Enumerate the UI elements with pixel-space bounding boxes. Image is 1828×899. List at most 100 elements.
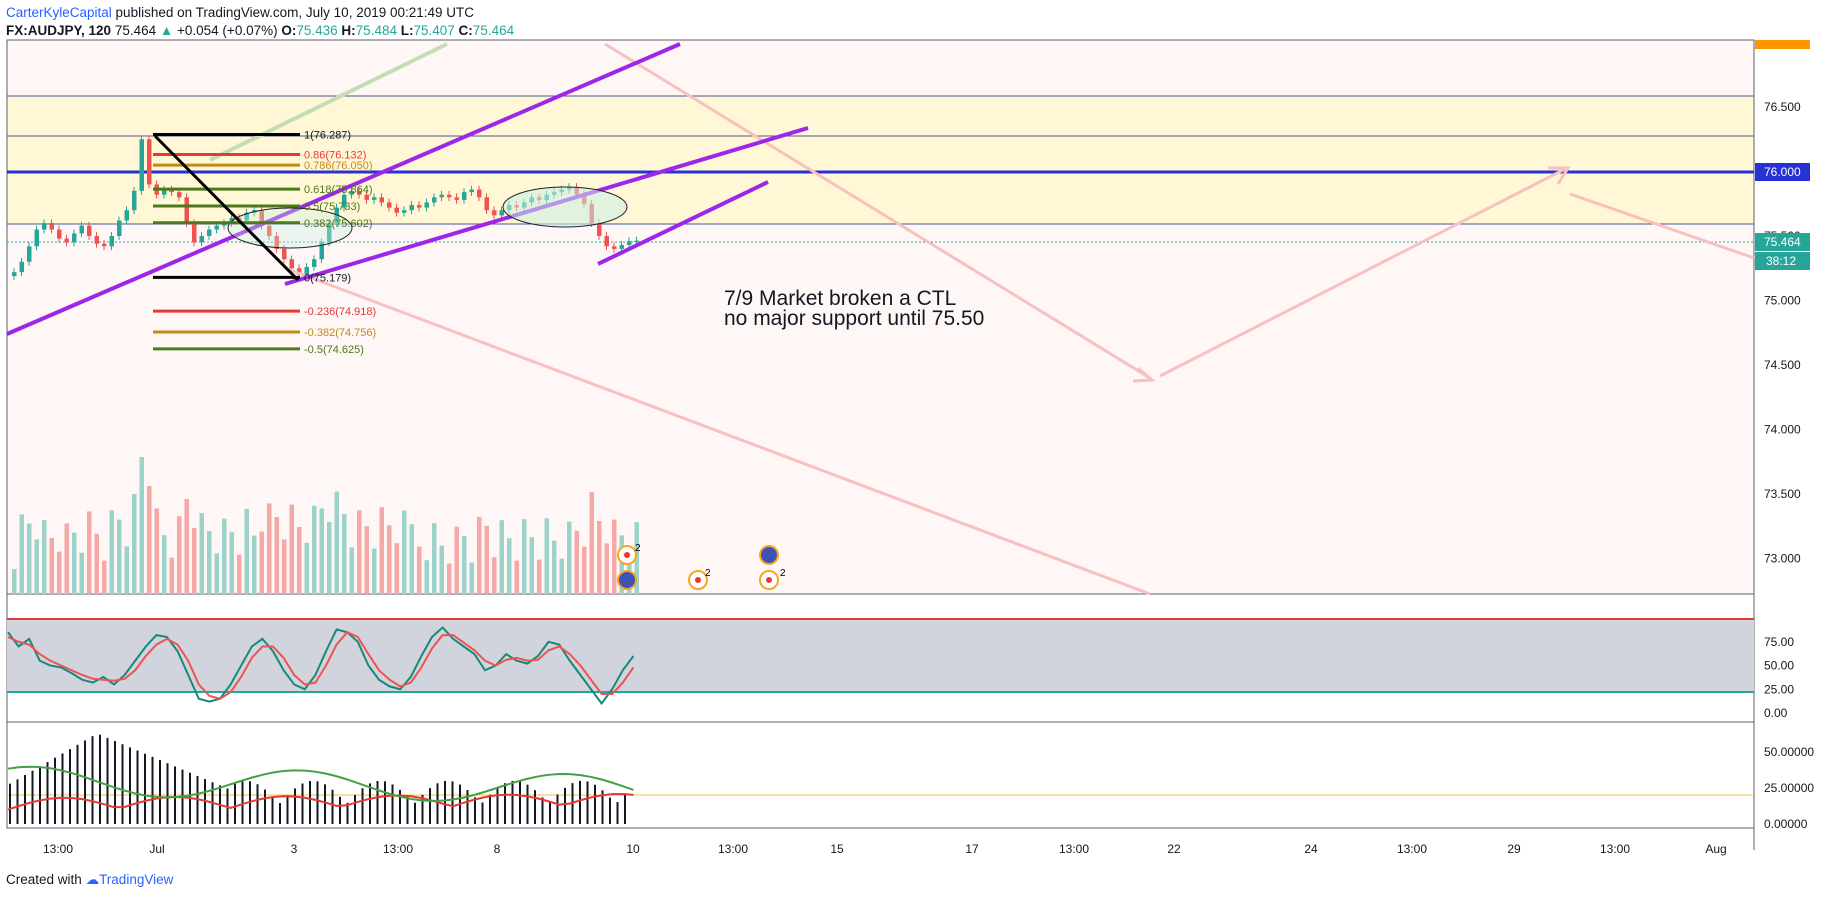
arrow-up-head-icon <box>1548 166 1571 185</box>
candle <box>604 236 609 247</box>
new-channel-line[interactable] <box>597 180 769 266</box>
created-with-text: Created with <box>6 872 82 887</box>
volume-bar <box>634 522 639 594</box>
candle <box>267 225 272 236</box>
pink-arrow-up[interactable] <box>1159 166 1568 378</box>
volume-bar <box>199 513 204 594</box>
candle <box>274 236 279 249</box>
level-price-tag <box>1755 163 1810 181</box>
pink-trend-down[interactable] <box>604 42 1151 380</box>
time-tick-label: 8 <box>494 842 501 856</box>
channel-upper-line[interactable] <box>6 42 681 336</box>
volume-bar <box>499 520 504 594</box>
volume-bar <box>544 518 549 594</box>
flag-au-icon[interactable] <box>617 570 637 590</box>
tradingview-link[interactable]: TradingView <box>99 872 174 887</box>
pink-trend-right[interactable] <box>1569 192 1755 260</box>
volume-bar <box>12 569 17 594</box>
annotation-line-2[interactable]: no major support until 75.50 <box>724 307 984 330</box>
event-badge-count: 2 <box>780 568 786 579</box>
volume-bar <box>424 560 429 594</box>
candle <box>12 272 17 276</box>
volume-bar <box>124 546 129 594</box>
volume-bar <box>109 510 114 594</box>
fib-level-label: 0.786(76.050) <box>304 160 373 172</box>
stoch-tick-label: 50.00 <box>1764 659 1794 673</box>
volume-bar <box>169 557 174 594</box>
candle <box>597 223 602 236</box>
event-badges: 2 2 2 <box>617 543 786 590</box>
fib-level-label: -0.382(74.756) <box>304 327 376 339</box>
candle <box>627 241 632 246</box>
candle <box>364 194 369 200</box>
fib-level-label: -0.236(74.918) <box>304 306 376 318</box>
time-tick-label: 13:00 <box>43 842 73 856</box>
volume-bar <box>259 531 264 594</box>
volume-bar <box>582 546 587 594</box>
volume-bar <box>312 505 317 594</box>
ohlc-line: FX:AUDJPY, 120 75.464 ▲ +0.054 (+0.07%) … <box>6 22 514 40</box>
volume-bar <box>394 543 399 594</box>
volume-bar <box>102 560 107 594</box>
volume-bar <box>559 558 564 594</box>
pink-trend-lower[interactable] <box>284 266 1151 596</box>
arrow-down-head-icon <box>1132 366 1156 383</box>
fib-level-label: 0.618(75.864) <box>304 184 373 196</box>
candle <box>342 194 347 208</box>
volume-bar <box>87 511 92 594</box>
volume-bar <box>612 519 617 594</box>
candle <box>259 210 264 226</box>
last-price-tag-text: 75.464 <box>1764 235 1801 249</box>
open-value: 75.436 <box>296 23 338 38</box>
volume-bar <box>462 535 467 594</box>
author-link[interactable]: CarterKyleCapital <box>6 5 112 20</box>
time-tick-label: 13:00 <box>718 842 748 856</box>
volume-bar <box>237 554 242 594</box>
price-change: +0.054 (+0.07%) <box>177 23 278 38</box>
stoch-tick-label: 75.00 <box>1764 635 1794 649</box>
candle <box>439 194 444 198</box>
volume-bars <box>12 457 639 594</box>
volume-bar <box>162 535 167 594</box>
annotation-line-1[interactable]: 7/9 Market broken a CTL <box>724 287 956 310</box>
volume-bar <box>484 526 489 594</box>
fib-trend-line <box>153 134 300 282</box>
price-tick-label: 76.500 <box>1764 100 1801 114</box>
candle <box>432 197 437 203</box>
volume-bar <box>229 532 234 594</box>
time-tick-label: 3 <box>291 842 298 856</box>
volume-bar <box>342 514 347 594</box>
volume-bar <box>477 516 482 594</box>
publish-line: CarterKyleCapital published on TradingVi… <box>6 4 514 22</box>
event-dot-icon <box>766 577 772 583</box>
volume-bar <box>117 519 122 594</box>
fib-retracement[interactable]: 1(76.287) 0.86(76.132)0.786(76.050) 0.618(… <box>153 129 376 356</box>
stoch-band <box>7 619 1754 692</box>
retest-ellipse-2[interactable] <box>502 186 628 228</box>
volume-bar <box>207 531 212 594</box>
candle <box>139 139 144 191</box>
volume-bar <box>49 538 54 594</box>
volume-bar <box>439 545 444 594</box>
close-value: 75.464 <box>472 23 515 38</box>
green-trendline[interactable] <box>209 42 448 162</box>
volume-bar <box>529 537 534 594</box>
time-axis[interactable]: 13:00 Jul 3 13:00 8 10 13:00 15 17 13:00 22 24 13:00… <box>43 842 1727 856</box>
candle <box>34 229 39 247</box>
candle <box>447 194 452 198</box>
footer: Created with ☁TradingView <box>6 872 173 888</box>
candle <box>417 205 422 208</box>
candle <box>57 229 62 239</box>
candle <box>147 139 152 185</box>
flag-au-icon[interactable] <box>759 545 779 565</box>
volume-bar <box>252 535 257 594</box>
candle <box>192 223 197 243</box>
symbol-label: FX:AUDJPY, 120 <box>6 23 112 38</box>
volume-bar <box>514 560 519 594</box>
candle <box>289 259 294 269</box>
volume-bar <box>297 527 302 594</box>
candle <box>42 223 47 230</box>
retest-ellipse-1[interactable] <box>227 207 353 249</box>
volume-bar <box>379 507 384 594</box>
